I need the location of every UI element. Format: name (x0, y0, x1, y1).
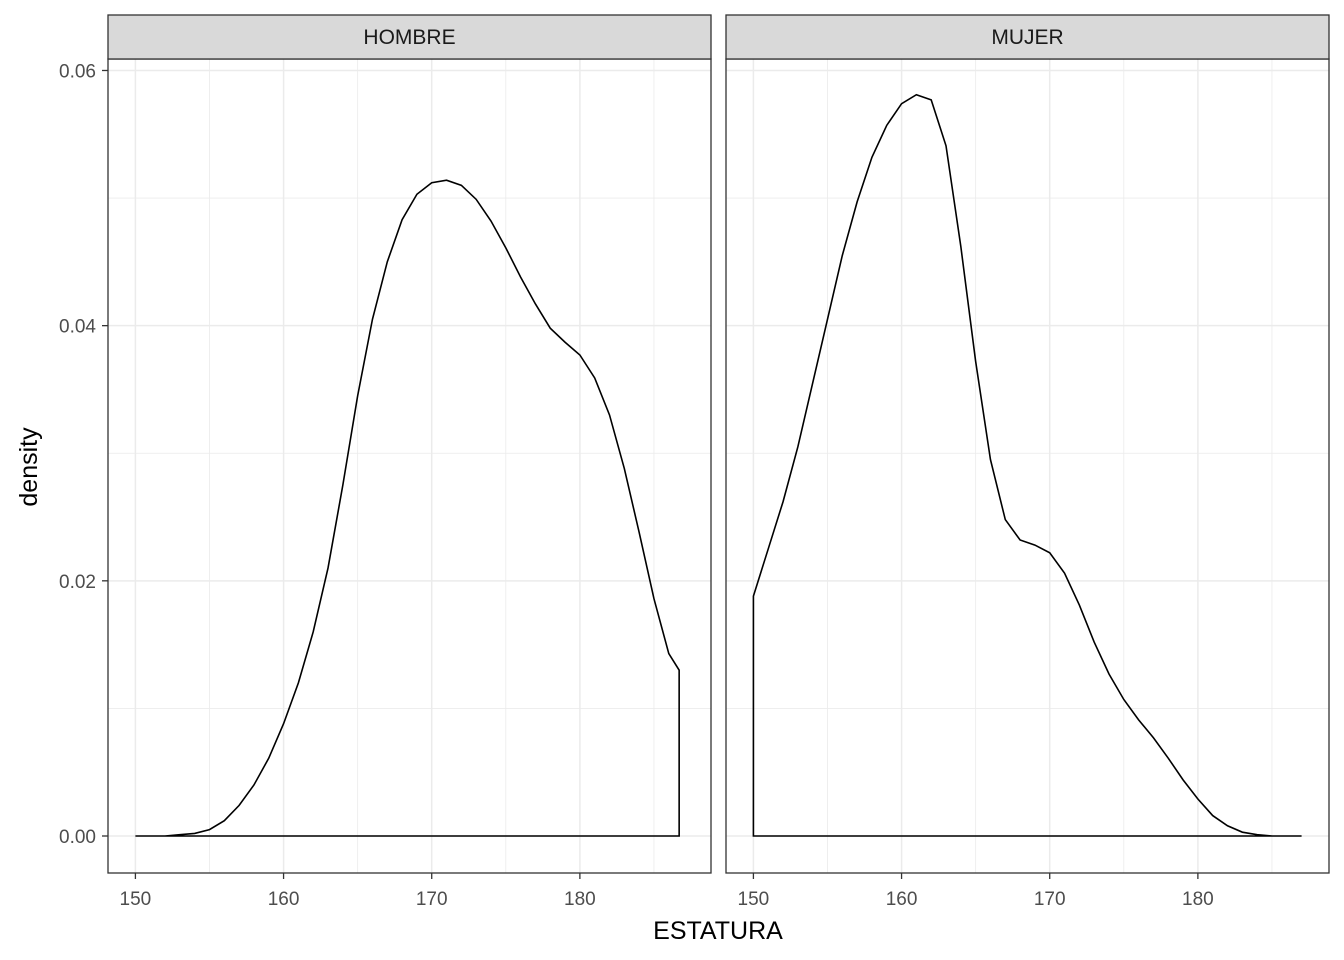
facets-layer: HOMBRE 150 160 170 180 0.00 0.02 0.04 0.06 MUJER 1… (59, 14, 1330, 910)
x-tick-label: 180 (1182, 889, 1214, 910)
facet-strip-label: HOMBRE (363, 26, 455, 49)
facet-strip-label: MUJER (991, 26, 1063, 49)
facet-strip (725, 14, 1330, 60)
density-curve-mujer (752, 93, 1302, 837)
y-tick-label: 0.00 (59, 827, 96, 848)
y-axis-title: density (15, 427, 43, 507)
x-tick-label: 150 (738, 889, 770, 910)
y-tick-label: 0.02 (59, 572, 96, 593)
x-tick-label: 150 (120, 889, 152, 910)
facet-panel-hombre: HOMBRE 150 160 170 180 0.00 0.02 0.04 0.06 (59, 14, 712, 910)
x-tick-label: 170 (1034, 889, 1066, 910)
y-tick-label: 0.06 (59, 61, 96, 82)
panel-background (726, 59, 1329, 873)
x-tick-label: 180 (564, 889, 596, 910)
panel-background (108, 59, 711, 873)
density-curve-hombre (135, 179, 680, 837)
facet-panel-mujer: MUJER 150 160 170 180 (725, 14, 1330, 910)
x-axis-title: ESTATURA (653, 917, 783, 945)
y-tick-label: 0.04 (59, 317, 96, 338)
facet-strip (107, 14, 712, 60)
x-tick-label: 160 (886, 889, 918, 910)
x-tick-label: 160 (268, 889, 300, 910)
x-tick-label: 170 (416, 889, 448, 910)
